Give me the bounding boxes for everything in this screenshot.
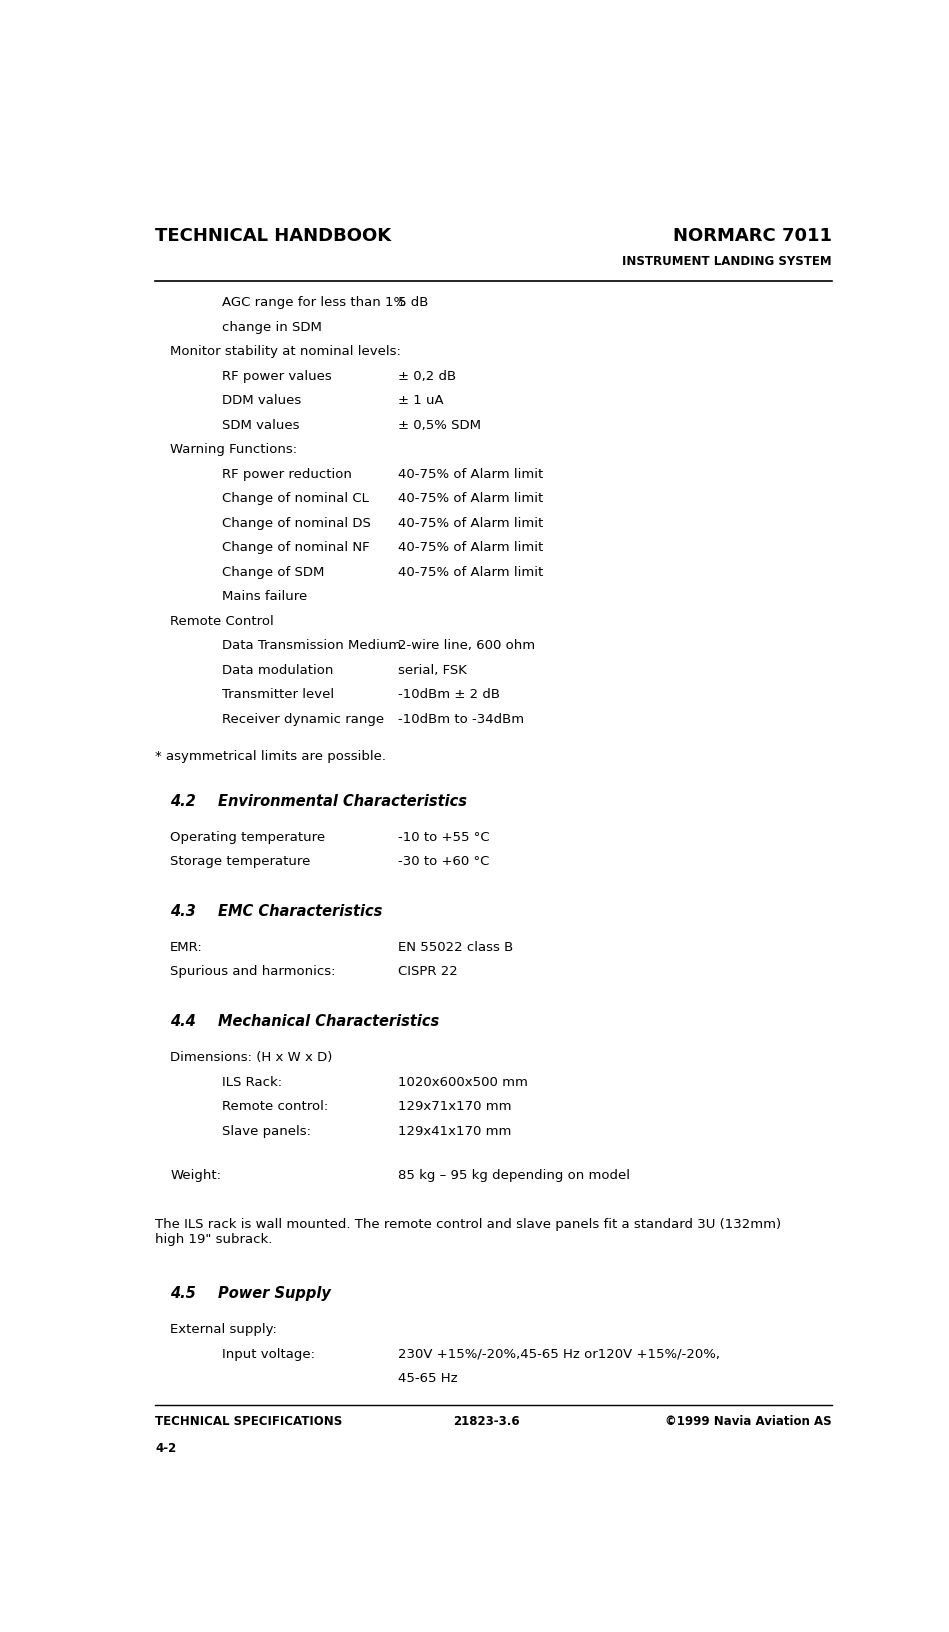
Text: 4.3: 4.3 bbox=[170, 904, 195, 919]
Text: Receiver dynamic range: Receiver dynamic range bbox=[221, 713, 383, 726]
Text: Warning Functions:: Warning Functions: bbox=[170, 444, 297, 457]
Text: Input voltage:: Input voltage: bbox=[221, 1348, 314, 1361]
Text: SDM values: SDM values bbox=[221, 419, 299, 432]
Text: Power Supply: Power Supply bbox=[218, 1286, 331, 1301]
Text: Change of nominal CL: Change of nominal CL bbox=[221, 493, 368, 506]
Text: 4.2: 4.2 bbox=[170, 793, 195, 809]
Text: Data Transmission Medium: Data Transmission Medium bbox=[221, 640, 400, 653]
Text: Weight:: Weight: bbox=[170, 1169, 221, 1182]
Text: TECHNICAL HANDBOOK: TECHNICAL HANDBOOK bbox=[156, 227, 392, 245]
Text: 45-65 Hz: 45-65 Hz bbox=[399, 1373, 457, 1386]
Text: EMC Characteristics: EMC Characteristics bbox=[218, 904, 382, 919]
Text: EN 55022 class B: EN 55022 class B bbox=[399, 940, 513, 953]
Text: CISPR 22: CISPR 22 bbox=[399, 966, 457, 978]
Text: EMR:: EMR: bbox=[170, 940, 203, 953]
Text: -10 to +55 °C: -10 to +55 °C bbox=[399, 831, 490, 844]
Text: ILS Rack:: ILS Rack: bbox=[221, 1075, 282, 1089]
Text: Remote control:: Remote control: bbox=[221, 1100, 327, 1113]
Text: Transmitter level: Transmitter level bbox=[221, 689, 334, 702]
Text: Dimensions: (H x W x D): Dimensions: (H x W x D) bbox=[170, 1051, 332, 1064]
Text: 4.4: 4.4 bbox=[170, 1015, 195, 1030]
Text: AGC range for less than 1%: AGC range for less than 1% bbox=[221, 297, 406, 310]
Text: RF power values: RF power values bbox=[221, 370, 331, 384]
Text: Change of nominal DS: Change of nominal DS bbox=[221, 517, 370, 530]
Text: External supply:: External supply: bbox=[170, 1324, 277, 1337]
Text: 4-2: 4-2 bbox=[156, 1443, 177, 1456]
Text: 129x41x170 mm: 129x41x170 mm bbox=[399, 1124, 512, 1138]
Text: Slave panels:: Slave panels: bbox=[221, 1124, 310, 1138]
Text: Remote Control: Remote Control bbox=[170, 615, 274, 628]
Text: ©1999 Navia Aviation AS: ©1999 Navia Aviation AS bbox=[665, 1415, 832, 1428]
Text: RF power reduction: RF power reduction bbox=[221, 468, 351, 481]
Text: 40-75% of Alarm limit: 40-75% of Alarm limit bbox=[399, 542, 544, 555]
Text: Monitor stability at nominal levels:: Monitor stability at nominal levels: bbox=[170, 346, 401, 359]
Text: 129x71x170 mm: 129x71x170 mm bbox=[399, 1100, 512, 1113]
Text: The ILS rack is wall mounted. The remote control and slave panels fit a standard: The ILS rack is wall mounted. The remote… bbox=[156, 1217, 782, 1245]
Text: NORMARC 7011: NORMARC 7011 bbox=[673, 227, 832, 245]
Text: TECHNICAL SPECIFICATIONS: TECHNICAL SPECIFICATIONS bbox=[156, 1415, 343, 1428]
Text: 85 kg – 95 kg depending on model: 85 kg – 95 kg depending on model bbox=[399, 1169, 630, 1182]
Text: Data modulation: Data modulation bbox=[221, 664, 333, 677]
Text: serial, FSK: serial, FSK bbox=[399, 664, 467, 677]
Text: 1020x600x500 mm: 1020x600x500 mm bbox=[399, 1075, 528, 1089]
Text: 40-75% of Alarm limit: 40-75% of Alarm limit bbox=[399, 566, 544, 579]
Text: -30 to +60 °C: -30 to +60 °C bbox=[399, 855, 490, 868]
Text: ± 1 uA: ± 1 uA bbox=[399, 395, 444, 408]
Text: Environmental Characteristics: Environmental Characteristics bbox=[218, 793, 467, 809]
Text: -10dBm ± 2 dB: -10dBm ± 2 dB bbox=[399, 689, 500, 702]
Text: ± 0,5% SDM: ± 0,5% SDM bbox=[399, 419, 481, 432]
Text: DDM values: DDM values bbox=[221, 395, 301, 408]
Text: 230V +15%/-20%,45-65 Hz or120V +15%/-20%,: 230V +15%/-20%,45-65 Hz or120V +15%/-20%… bbox=[399, 1348, 720, 1361]
Text: Operating temperature: Operating temperature bbox=[170, 831, 326, 844]
Text: Storage temperature: Storage temperature bbox=[170, 855, 310, 868]
Text: change in SDM: change in SDM bbox=[221, 322, 322, 335]
Text: 40-75% of Alarm limit: 40-75% of Alarm limit bbox=[399, 517, 544, 530]
Text: INSTRUMENT LANDING SYSTEM: INSTRUMENT LANDING SYSTEM bbox=[623, 255, 832, 268]
Text: Change of nominal NF: Change of nominal NF bbox=[221, 542, 369, 555]
Text: Change of SDM: Change of SDM bbox=[221, 566, 324, 579]
Text: Mechanical Characteristics: Mechanical Characteristics bbox=[218, 1015, 439, 1030]
Text: 4.5: 4.5 bbox=[170, 1286, 195, 1301]
Text: 2-wire line, 600 ohm: 2-wire line, 600 ohm bbox=[399, 640, 535, 653]
Text: ± 0,2 dB: ± 0,2 dB bbox=[399, 370, 456, 384]
Text: Mains failure: Mains failure bbox=[221, 591, 307, 604]
Text: * asymmetrical limits are possible.: * asymmetrical limits are possible. bbox=[156, 749, 386, 762]
Text: Spurious and harmonics:: Spurious and harmonics: bbox=[170, 966, 336, 978]
Text: -10dBm to -34dBm: -10dBm to -34dBm bbox=[399, 713, 524, 726]
Text: 40-75% of Alarm limit: 40-75% of Alarm limit bbox=[399, 468, 544, 481]
Text: 40-75% of Alarm limit: 40-75% of Alarm limit bbox=[399, 493, 544, 506]
Text: 5 dB: 5 dB bbox=[399, 297, 429, 310]
Text: 21823-3.6: 21823-3.6 bbox=[453, 1415, 520, 1428]
